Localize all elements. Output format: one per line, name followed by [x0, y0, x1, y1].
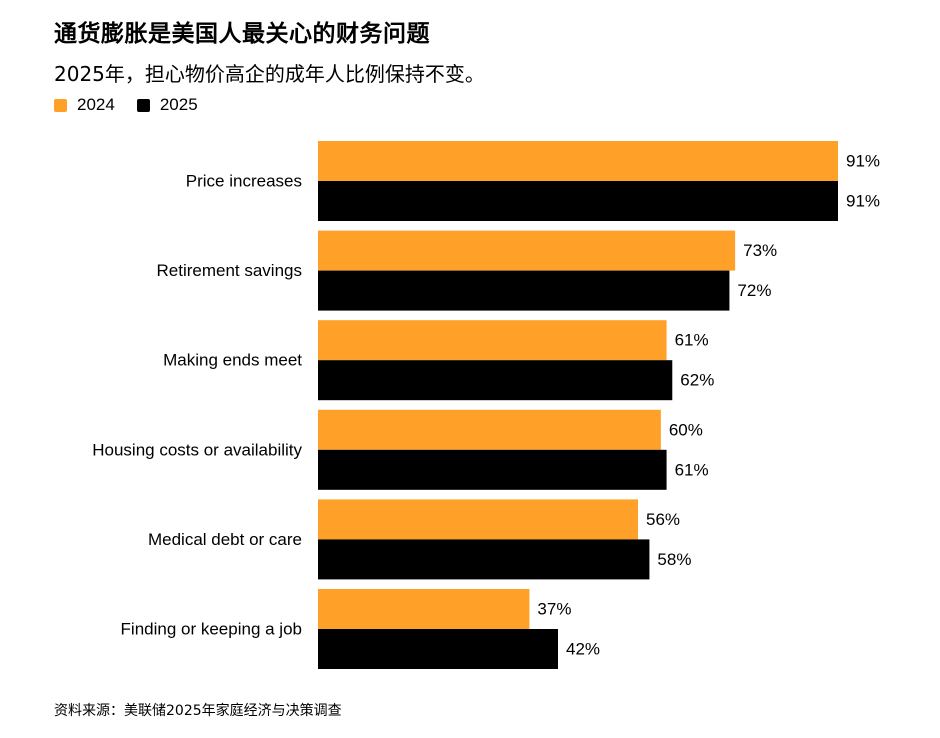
- data-label: 58%: [657, 550, 691, 569]
- data-label: 56%: [646, 510, 680, 529]
- data-label: 62%: [680, 371, 714, 390]
- bar-2025: [318, 270, 730, 311]
- category-label: Making ends meet: [163, 351, 302, 370]
- bar-2025: [318, 360, 673, 401]
- bar-chart: Price increases 91% 91% Retirement savings 7…: [92, 141, 880, 669]
- legend-swatch-2025: [136, 98, 150, 112]
- legend-label-2025: 2025: [159, 95, 198, 114]
- bar-2024: [318, 320, 667, 361]
- bar-2024: [318, 589, 530, 629]
- category-label: Retirement savings: [156, 261, 302, 280]
- source-note: 资料来源：美联储2025年家庭经济与决策调查: [54, 703, 342, 719]
- bar-2025: [318, 539, 650, 580]
- legend-item-2025: 2025: [136, 95, 198, 115]
- data-label: 61%: [675, 460, 709, 479]
- data-label: 60%: [669, 420, 703, 439]
- data-label: 37%: [537, 599, 571, 618]
- legend-item-2024: 2024: [54, 95, 115, 115]
- chart-title: 通货膨胀是美国人最关心的财务问题: [54, 21, 430, 47]
- legend-swatch-2024: [54, 98, 67, 112]
- data-label: 73%: [743, 241, 777, 260]
- data-label: 91%: [846, 191, 880, 210]
- legend: 2024 2025: [54, 95, 220, 115]
- data-label: 42%: [566, 639, 600, 658]
- category-label: Price increases: [186, 171, 302, 190]
- bar-2024: [318, 499, 638, 540]
- bar-2025: [318, 449, 667, 490]
- data-label: 61%: [675, 331, 709, 350]
- chart-subtitle: 2025年，担心物价高企的成年人比例保持不变。: [54, 62, 485, 86]
- bar-2024: [318, 409, 661, 450]
- data-label: 91%: [846, 151, 880, 170]
- legend-label-2024: 2024: [77, 95, 115, 114]
- category-label: Finding or keeping a job: [121, 619, 302, 638]
- category-label: Housing costs or availability: [92, 440, 302, 459]
- bar-2024: [318, 230, 736, 271]
- category-label: Medical debt or care: [148, 530, 302, 549]
- bar-2025: [318, 181, 838, 221]
- bar-2024: [318, 141, 838, 181]
- bar-2025: [318, 629, 558, 669]
- data-label: 72%: [737, 281, 771, 300]
